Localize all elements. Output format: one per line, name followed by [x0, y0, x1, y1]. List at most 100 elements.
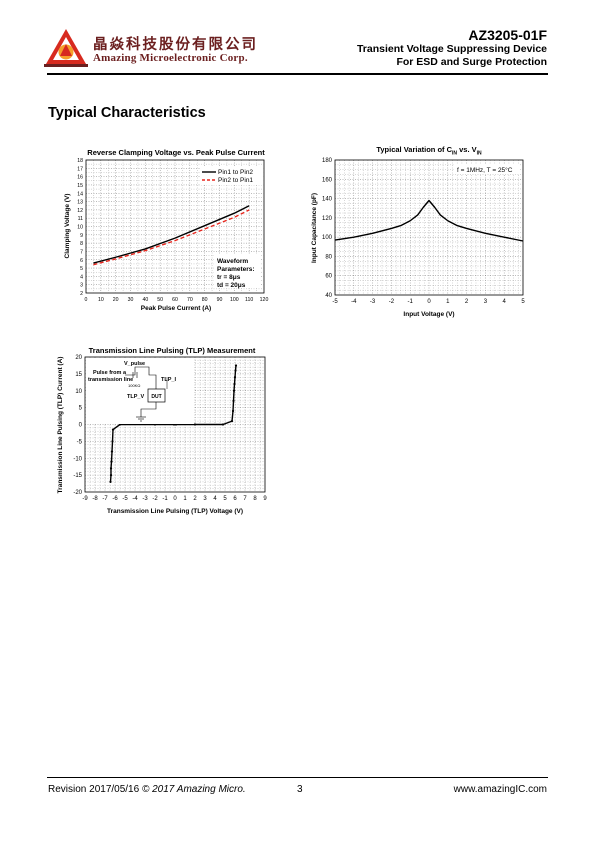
- y-tick-label: 15: [75, 372, 82, 378]
- y-tick-label: 15: [77, 183, 83, 189]
- x-tick-label: 2: [193, 496, 197, 502]
- data-point: [232, 389, 236, 392]
- x-tick-label: 30: [128, 297, 134, 303]
- y-tick-label: 160: [322, 177, 333, 183]
- x-tick-label: -3: [142, 496, 148, 502]
- x-tick-label: -5: [122, 496, 128, 502]
- x-tick-label: 8: [253, 496, 257, 502]
- device-subtitle-line1: Transient Voltage Suppressing Device: [356, 43, 547, 55]
- y-tick-label: 12: [77, 208, 83, 214]
- y-tick-label: 120: [322, 216, 333, 222]
- chart-series: [93, 205, 250, 266]
- y-tick-label: 13: [77, 200, 83, 206]
- data-point: [231, 409, 235, 413]
- x-tick-label: -9: [82, 496, 88, 502]
- x-tick-label: 0: [427, 299, 431, 305]
- y-tick-label: 16: [77, 175, 83, 181]
- chart-legend: Pin1 to Pin2 Pin2 to Pin1: [200, 167, 262, 185]
- inset-label: Pulse from a: [93, 370, 127, 376]
- chart-ticks: -5 -4 -3 -2 -1 0 1 2 3 4 5 40 60 80 100 120 140 160 180: [322, 158, 525, 305]
- y-tick-label: 17: [77, 166, 83, 172]
- data-point: [234, 369, 237, 372]
- series-line-1: [334, 199, 524, 242]
- y-tick-label: 4: [80, 274, 83, 280]
- series-line-2: [109, 423, 176, 482]
- chart-title: Reverse Clamping Voltage vs. Peak Pulse …: [87, 148, 265, 157]
- x-tick-label: 10: [98, 297, 104, 303]
- chart-ticks: -9 -8 -7 -6 -5 -4 -3 -2 -1 0 1 2 3 4 5 6 7 8 9-20-15-10-50…: [73, 355, 267, 502]
- data-point: [232, 399, 235, 402]
- x-tick-label: -8: [92, 496, 98, 502]
- x-tick-label: 3: [203, 496, 207, 502]
- data-point: [110, 450, 114, 453]
- x-tick-label: 40: [142, 297, 148, 303]
- data-point: [109, 480, 112, 483]
- x-tick-label: 9: [263, 496, 267, 502]
- x-tick-label: 5: [223, 496, 227, 502]
- data-point: [234, 364, 238, 367]
- chart-grid: [335, 160, 523, 295]
- x-tick-label: 100: [230, 297, 239, 303]
- part-number: AZ3205-01F: [468, 27, 547, 43]
- x-tick-label: -5: [332, 299, 338, 305]
- inset-label: TLP_V: [127, 394, 144, 400]
- y-tick-label: 9: [80, 233, 83, 239]
- x-tick-label: 110: [245, 297, 253, 303]
- x-axis-label: Peak Pulse Current (A): [141, 305, 211, 312]
- y-tick-label: 7: [80, 249, 83, 255]
- y-tick-label: 140: [322, 197, 333, 203]
- inset-label: DUT: [151, 394, 161, 400]
- annotation-background: [455, 164, 519, 174]
- x-tick-label: 60: [172, 297, 178, 303]
- plot-frame: [85, 159, 265, 294]
- y-tick-label: 80: [325, 254, 332, 260]
- plot-frame: [84, 356, 266, 493]
- clamping-voltage-chart: Reverse Clamping Voltage vs. Peak Pulse …: [64, 148, 269, 312]
- x-tick-label: 70: [187, 297, 193, 303]
- y-tick-label: 3: [80, 283, 83, 289]
- data-point: [193, 423, 197, 426]
- x-tick-label: -4: [132, 496, 138, 502]
- series-line-1: [93, 205, 250, 264]
- y-tick-label: 5: [79, 406, 83, 412]
- y-tick-label: 8: [80, 241, 83, 247]
- x-tick-label: 0: [85, 297, 88, 303]
- x-axis-label: Input Voltage (V): [403, 311, 454, 318]
- data-point: [230, 420, 234, 423]
- x-axis-label: Transmission Line Pulsing (TLP) Voltage …: [107, 508, 243, 515]
- y-tick-label: 18: [77, 158, 83, 164]
- x-tick-label: -1: [408, 299, 414, 305]
- x-tick-label: -1: [162, 496, 168, 502]
- waveform-annotation: Waveform Parameters: tr = 8μs td = 20μs: [214, 255, 260, 289]
- y-tick-label: 10: [75, 389, 82, 395]
- data-point: [110, 460, 113, 463]
- x-tick-label: 120: [260, 297, 269, 303]
- inset-label: transmission line: [88, 377, 133, 383]
- x-tick-label: 50: [157, 297, 163, 303]
- x-tick-label: 1: [446, 299, 450, 305]
- series-line-2: [93, 209, 250, 266]
- device-subtitle-line2: For ESD and Surge Protection: [396, 56, 547, 68]
- capacitance-chart: Typical Variation of CIN vs. VIN -5 -4 -3-…: [311, 145, 525, 318]
- x-tick-label: 7: [243, 496, 247, 502]
- x-tick-label: 1: [183, 496, 187, 502]
- inset-label: 100KΩ: [128, 383, 140, 388]
- section-title: Typical Characteristics: [48, 105, 206, 121]
- y-axis-label: Clamping Voltage (V): [64, 194, 71, 259]
- y-tick-label: -10: [73, 456, 82, 462]
- company-url[interactable]: www.amazingIC.com: [453, 784, 547, 795]
- annotation-line: Waveform: [217, 258, 248, 265]
- x-tick-label: 90: [217, 297, 223, 303]
- x-tick-label: 6: [233, 496, 237, 502]
- x-tick-label: 4: [503, 299, 507, 305]
- x-tick-label: 80: [202, 297, 208, 303]
- inset-label: V_pulse: [124, 361, 145, 367]
- x-tick-label: -3: [370, 299, 376, 305]
- chart-title: Typical Variation of CIN vs. VIN: [376, 145, 482, 157]
- company-name-english: Amazing Microelectronic Corp.: [93, 52, 248, 64]
- y-tick-label: 40: [325, 293, 332, 299]
- data-point: [111, 440, 114, 443]
- x-tick-label: 0: [173, 496, 177, 502]
- x-tick-label: -7: [102, 496, 108, 502]
- plot-frame: [334, 159, 524, 296]
